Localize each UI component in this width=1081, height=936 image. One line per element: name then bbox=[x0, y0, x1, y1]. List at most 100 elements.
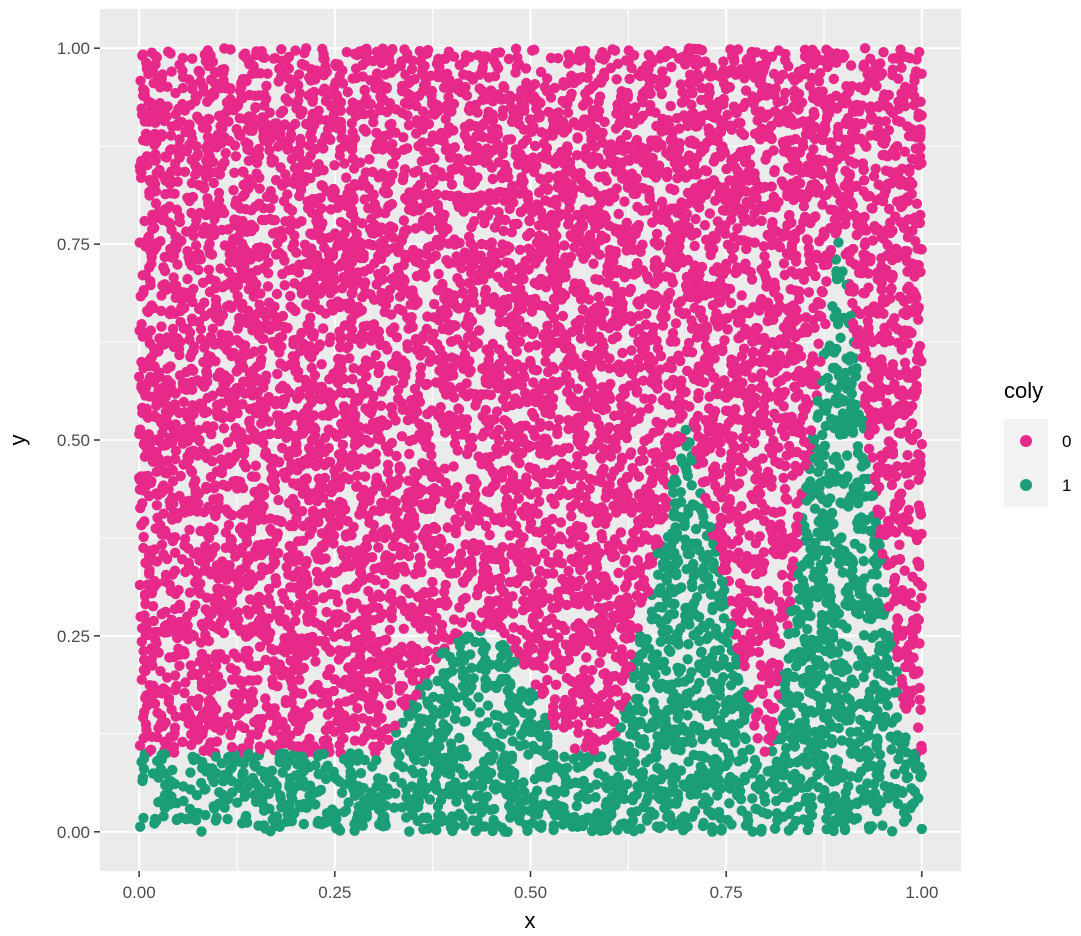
point-coly-0 bbox=[778, 401, 789, 412]
point-coly-1 bbox=[736, 805, 747, 816]
point-coly-0 bbox=[859, 43, 871, 54]
point-coly-1 bbox=[679, 518, 690, 529]
point-coly-1 bbox=[459, 716, 470, 727]
point-coly-0 bbox=[347, 373, 358, 385]
point-coly-1 bbox=[716, 576, 728, 587]
point-coly-0 bbox=[210, 660, 222, 672]
point-coly-0 bbox=[373, 542, 384, 553]
point-coly-0 bbox=[282, 144, 293, 155]
point-coly-0 bbox=[732, 535, 744, 546]
point-coly-0 bbox=[613, 208, 624, 220]
point-coly-0 bbox=[343, 474, 355, 485]
point-coly-0 bbox=[296, 216, 307, 227]
point-coly-0 bbox=[341, 46, 352, 58]
point-coly-0 bbox=[174, 370, 186, 381]
point-coly-0 bbox=[385, 700, 397, 711]
point-coly-0 bbox=[848, 125, 859, 136]
point-coly-1 bbox=[734, 718, 745, 729]
point-coly-0 bbox=[769, 636, 780, 648]
point-coly-1 bbox=[742, 819, 753, 830]
point-coly-0 bbox=[203, 264, 215, 275]
point-coly-1 bbox=[682, 654, 693, 665]
point-coly-0 bbox=[279, 361, 291, 372]
point-coly-0 bbox=[555, 517, 567, 528]
point-coly-0 bbox=[140, 719, 152, 730]
point-coly-1 bbox=[372, 773, 384, 784]
point-coly-1 bbox=[435, 810, 447, 822]
point-coly-0 bbox=[398, 259, 409, 271]
point-coly-0 bbox=[878, 47, 889, 58]
point-coly-1 bbox=[593, 768, 604, 779]
point-coly-0 bbox=[690, 213, 701, 225]
point-coly-0 bbox=[550, 679, 562, 690]
point-coly-0 bbox=[670, 318, 682, 329]
point-coly-0 bbox=[365, 424, 376, 435]
point-coly-0 bbox=[400, 584, 411, 595]
point-coly-0 bbox=[271, 288, 283, 300]
point-coly-0 bbox=[398, 623, 409, 634]
point-coly-1 bbox=[135, 821, 146, 832]
point-coly-0 bbox=[403, 475, 414, 486]
point-coly-1 bbox=[875, 586, 886, 598]
point-coly-0 bbox=[798, 201, 810, 212]
point-coly-1 bbox=[798, 678, 809, 689]
point-coly-0 bbox=[760, 154, 771, 165]
point-coly-0 bbox=[736, 290, 747, 301]
point-coly-0 bbox=[881, 398, 892, 409]
point-coly-1 bbox=[445, 769, 456, 780]
point-coly-0 bbox=[884, 203, 895, 215]
point-coly-0 bbox=[230, 151, 242, 162]
point-coly-0 bbox=[563, 49, 574, 60]
point-coly-0 bbox=[916, 158, 927, 169]
point-coly-0 bbox=[828, 73, 839, 85]
point-coly-0 bbox=[165, 130, 177, 141]
point-coly-1 bbox=[404, 826, 415, 837]
point-coly-1 bbox=[304, 761, 315, 773]
point-coly-0 bbox=[224, 300, 235, 311]
point-coly-0 bbox=[699, 220, 711, 231]
point-coly-0 bbox=[633, 354, 644, 365]
point-coly-0 bbox=[543, 171, 555, 182]
point-coly-0 bbox=[845, 60, 857, 71]
point-coly-0 bbox=[703, 82, 715, 93]
point-coly-0 bbox=[220, 148, 231, 159]
point-coly-0 bbox=[635, 597, 646, 608]
point-coly-0 bbox=[380, 188, 392, 199]
point-coly-1 bbox=[833, 237, 844, 248]
point-coly-1 bbox=[668, 782, 679, 793]
point-coly-0 bbox=[273, 76, 284, 87]
point-coly-0 bbox=[311, 566, 323, 578]
point-coly-0 bbox=[573, 727, 584, 738]
point-coly-0 bbox=[569, 743, 581, 754]
point-coly-0 bbox=[615, 527, 626, 538]
point-coly-0 bbox=[588, 258, 599, 269]
point-coly-0 bbox=[218, 423, 230, 434]
point-coly-1 bbox=[686, 667, 697, 678]
point-coly-0 bbox=[538, 138, 549, 149]
point-coly-0 bbox=[753, 647, 764, 658]
point-coly-0 bbox=[162, 363, 173, 374]
point-coly-1 bbox=[916, 823, 927, 835]
point-coly-0 bbox=[766, 703, 777, 714]
point-coly-1 bbox=[826, 738, 838, 749]
point-coly-0 bbox=[186, 376, 198, 388]
point-coly-0 bbox=[318, 323, 329, 334]
point-coly-0 bbox=[835, 196, 846, 207]
point-coly-0 bbox=[448, 461, 459, 472]
point-coly-0 bbox=[533, 633, 544, 644]
point-coly-0 bbox=[365, 289, 376, 300]
point-coly-0 bbox=[430, 250, 441, 261]
point-coly-0 bbox=[783, 162, 794, 174]
point-coly-0 bbox=[433, 268, 444, 280]
point-coly-1 bbox=[389, 771, 400, 783]
point-coly-1 bbox=[799, 633, 810, 645]
point-coly-0 bbox=[914, 694, 925, 705]
point-coly-0 bbox=[190, 240, 202, 251]
point-coly-0 bbox=[208, 177, 219, 189]
point-coly-1 bbox=[396, 777, 407, 789]
point-coly-0 bbox=[316, 359, 327, 370]
point-coly-1 bbox=[715, 813, 726, 824]
point-coly-0 bbox=[275, 108, 286, 119]
point-coly-0 bbox=[145, 279, 156, 291]
point-coly-1 bbox=[615, 722, 627, 733]
